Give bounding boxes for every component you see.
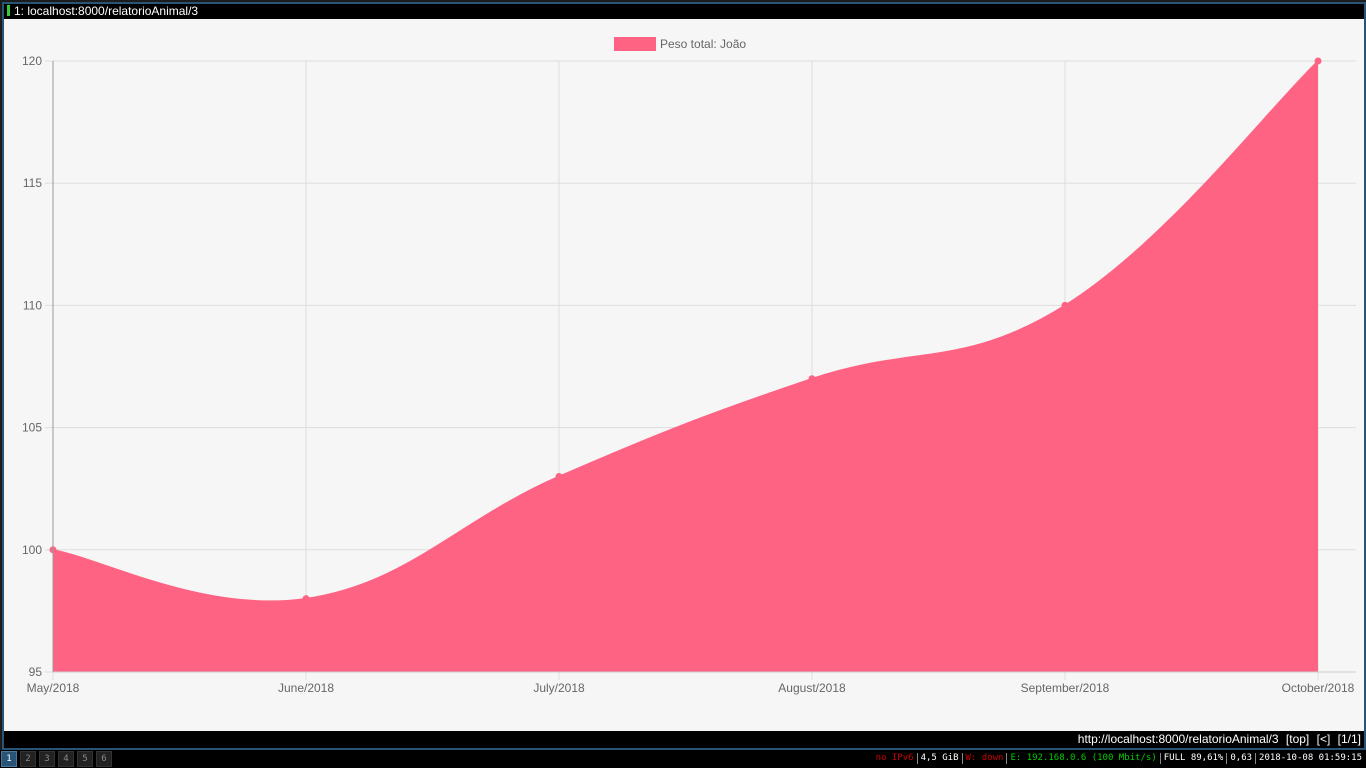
- workspace-button[interactable]: 4: [58, 751, 74, 767]
- datetime-status: 2018-10-08 01:59:15: [1259, 753, 1362, 763]
- y-tick-label: 100: [22, 543, 42, 557]
- x-tick-label: August/2018: [778, 681, 846, 695]
- series-line: [52, 60, 1319, 602]
- legend[interactable]: Peso total: João: [614, 37, 746, 51]
- x-tick-label: June/2018: [278, 681, 334, 695]
- line-chart: 95 100 105 110 115 120 May/2018 June/2018 July/2…: [22, 37, 1356, 695]
- separator: [1159, 753, 1161, 764]
- data-point[interactable]: [302, 595, 310, 603]
- workspace-button[interactable]: 6: [96, 751, 112, 767]
- data-point[interactable]: [555, 472, 563, 480]
- load-status: 0,63: [1230, 753, 1253, 763]
- workspace-button[interactable]: 1: [1, 751, 17, 767]
- memory-status: 4,5 GiB: [920, 753, 959, 763]
- data-point[interactable]: [808, 375, 816, 383]
- x-tick-label: September/2018: [1021, 681, 1110, 695]
- current-url[interactable]: http://localhost:8000/relatorioAnimal/3: [1077, 732, 1279, 746]
- x-tick-label: May/2018: [27, 681, 80, 695]
- focus-indicator-icon: [7, 5, 10, 16]
- ipv6-status: no IPv6: [875, 753, 914, 763]
- legend-swatch[interactable]: [614, 37, 656, 51]
- tab-position: [1/1]: [1337, 732, 1361, 746]
- wireless-status: W: down: [965, 753, 1004, 763]
- status-items: no IPv6 4,5 GiB W: down E: 192.168.0.6 (…: [876, 750, 1362, 768]
- workspace-button[interactable]: 3: [39, 751, 55, 767]
- legend-label[interactable]: Peso total: João: [660, 37, 746, 51]
- browser-window: 1: localhost:8000/relatorioAnimal/3 95 10…: [2, 2, 1366, 750]
- y-tick-label: 110: [23, 298, 42, 312]
- history-indicator: [<]: [1316, 732, 1331, 746]
- workspace-button[interactable]: 2: [20, 751, 36, 767]
- separator: [916, 753, 918, 764]
- y-tick-label: 95: [29, 665, 43, 679]
- url-status-bar: http://localhost:8000/relatorioAnimal/3 …: [4, 731, 1364, 748]
- workspace-button[interactable]: 5: [77, 751, 93, 767]
- y-tick-label: 115: [23, 176, 42, 190]
- data-point[interactable]: [1314, 57, 1322, 65]
- x-tick-label: October/2018: [1282, 681, 1355, 695]
- ethernet-status: E: 192.168.0.6 (100 Mbit/s): [1010, 753, 1157, 763]
- y-tick-label: 105: [22, 421, 42, 435]
- axes: 95 100 105 110 115 120 May/2018 June/2018 July/2…: [22, 54, 1356, 695]
- chart-container: 95 100 105 110 115 120 May/2018 June/2018 July/2…: [4, 19, 1364, 731]
- data-point[interactable]: [1061, 301, 1069, 309]
- battery-status: FULL 89,61%: [1163, 753, 1224, 763]
- x-tick-label: July/2018: [533, 681, 585, 695]
- separator: [1226, 753, 1228, 764]
- window-title-bar[interactable]: 1: localhost:8000/relatorioAnimal/3: [4, 4, 1364, 19]
- separator: [1006, 753, 1008, 764]
- separator: [961, 753, 963, 764]
- scroll-indicator: [top]: [1285, 732, 1310, 746]
- y-tick-label: 120: [22, 54, 42, 68]
- window-title: 1: localhost:8000/relatorioAnimal/3: [14, 4, 199, 18]
- series-area-fill: [53, 61, 1318, 672]
- series-area: [52, 60, 1319, 672]
- separator: [1255, 753, 1257, 764]
